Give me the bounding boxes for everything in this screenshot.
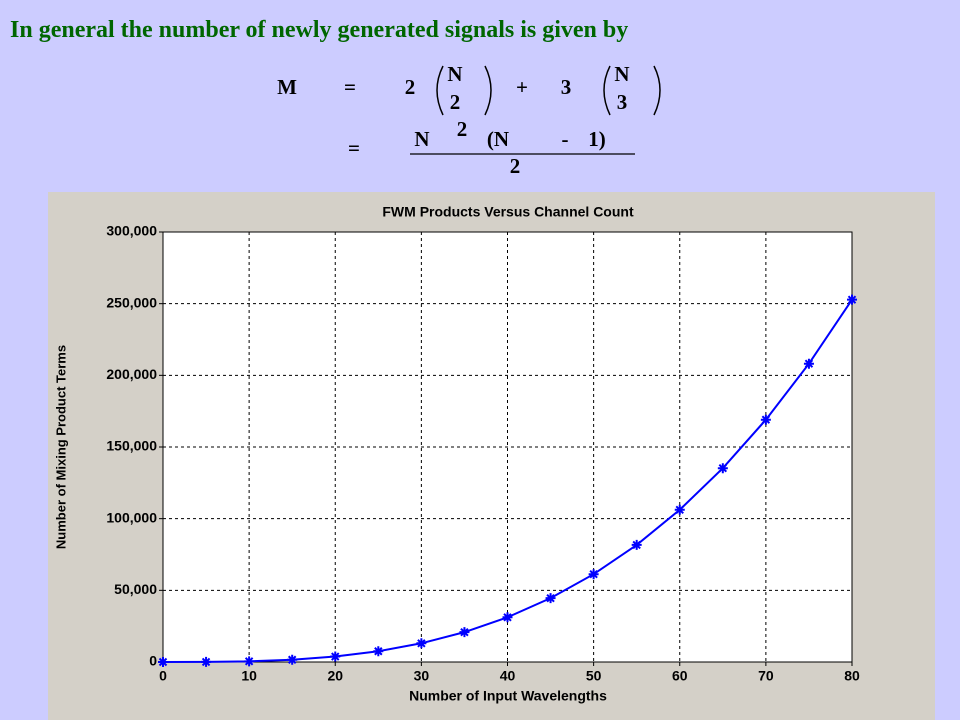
y-axis-label: Number of Mixing Product Terms xyxy=(53,345,68,549)
data-marker xyxy=(244,656,255,667)
data-marker xyxy=(631,539,642,550)
data-marker xyxy=(760,414,771,425)
x-tick-label: 0 xyxy=(159,668,167,684)
y-tick-label: 0 xyxy=(149,653,157,669)
formula-term: - xyxy=(562,127,569,151)
formula-term: = xyxy=(344,75,356,99)
data-marker xyxy=(674,504,685,515)
formula-term: N xyxy=(414,127,429,151)
bracket xyxy=(436,65,661,116)
y-tick-label: 100,000 xyxy=(106,509,157,525)
data-marker xyxy=(588,569,599,580)
formula-term: M xyxy=(277,75,297,99)
formula-term: N xyxy=(614,62,629,86)
formula-term: 1) xyxy=(588,127,606,151)
data-marker xyxy=(717,463,728,474)
x-tick-label: 10 xyxy=(241,668,257,684)
formula: M = 2 N 2 + 3 N 3 = N 2 (N - 1) 2 xyxy=(277,62,661,178)
formula-term: (N xyxy=(487,127,509,151)
plot-frame xyxy=(162,231,853,663)
formula-term: 2 xyxy=(450,90,461,114)
x-tick-label: 60 xyxy=(672,668,688,684)
data-marker xyxy=(201,656,212,667)
formula-term: 3 xyxy=(617,90,628,114)
x-axis-label: Number of Input Wavelengths xyxy=(409,688,607,704)
data-marker xyxy=(330,651,341,662)
data-marker xyxy=(373,646,384,657)
chart-title: FWM Products Versus Channel Count xyxy=(382,204,634,220)
data-marker xyxy=(459,627,470,638)
x-tick-label: 70 xyxy=(758,668,774,684)
data-marker xyxy=(803,358,814,369)
y-tick-label: 50,000 xyxy=(114,581,157,597)
formula-term: = xyxy=(348,136,360,160)
formula-term: N xyxy=(447,62,462,86)
y-tick-label: 200,000 xyxy=(106,366,157,382)
data-marker xyxy=(502,612,513,623)
data-marker xyxy=(416,638,427,649)
y-tick-label: 250,000 xyxy=(106,294,157,310)
data-marker xyxy=(545,593,556,604)
data-marker xyxy=(158,657,168,667)
formula-term: 2 xyxy=(405,75,416,99)
x-tick-label: 20 xyxy=(327,668,343,684)
data-marker xyxy=(287,654,298,665)
x-tick-label: 80 xyxy=(844,668,860,684)
formula-term: 2 xyxy=(457,117,468,141)
y-tick-label: 300,000 xyxy=(106,223,157,239)
x-tick-label: 50 xyxy=(586,668,602,684)
data-marker xyxy=(847,294,857,305)
formula-term: 2 xyxy=(510,154,521,178)
heading: In general the number of newly generated… xyxy=(10,17,628,43)
y-tick-label: 150,000 xyxy=(106,438,157,454)
formula-term: + xyxy=(516,75,528,99)
x-tick-label: 40 xyxy=(500,668,516,684)
formula-term: 3 xyxy=(561,75,572,99)
x-tick-label: 30 xyxy=(414,668,430,684)
